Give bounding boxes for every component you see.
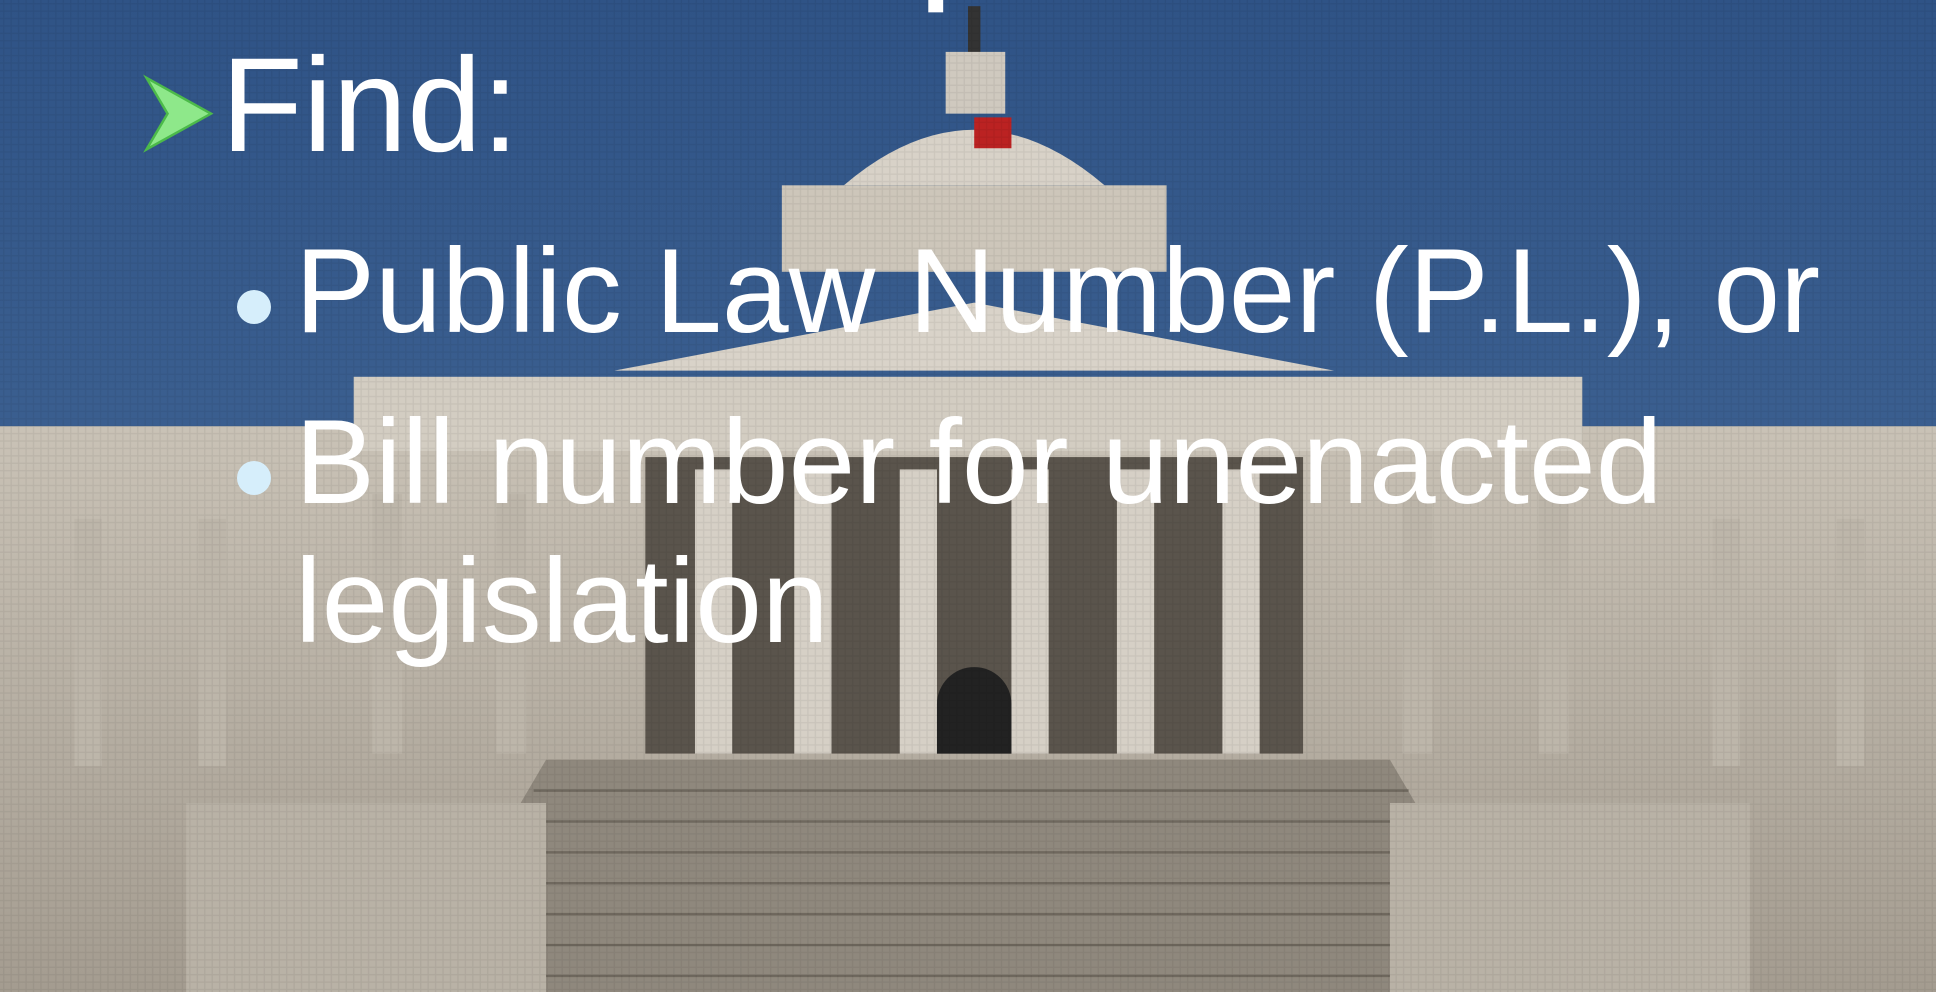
slide: Find: Public Law Number (P.L.), or Bill … xyxy=(0,0,1936,992)
heading: Find: xyxy=(221,36,519,176)
bullet-item: Bill number for unenacted legislation xyxy=(295,393,1855,671)
bullet-dot xyxy=(237,290,271,324)
bullet-dot xyxy=(237,461,271,495)
bullet-text: Bill number for unenacted legislation xyxy=(295,395,1662,668)
bullet-list: Public Law Number (P.L.), or Bill number… xyxy=(295,222,1855,703)
bullet-item: Public Law Number (P.L.), or xyxy=(295,222,1855,361)
bullet-text: Public Law Number (P.L.), or xyxy=(295,224,1820,358)
